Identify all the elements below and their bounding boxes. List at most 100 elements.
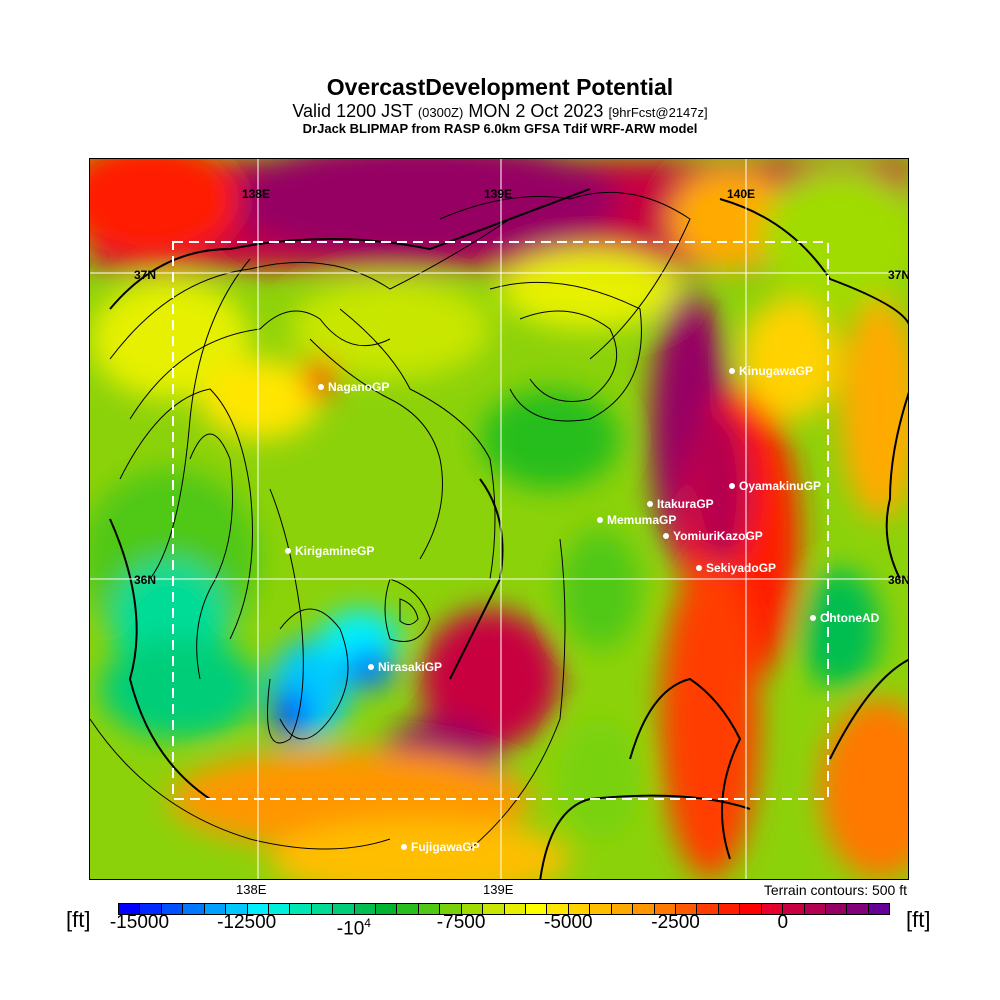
colorbar-segment [825, 904, 848, 914]
station-kirigamine[interactable]: KirigamineGP [285, 544, 374, 558]
station-marker-icon [810, 615, 816, 621]
station-label: NaganoGP [328, 380, 390, 394]
colorbar-segment [119, 904, 141, 914]
lat-label-37n-right: 37N [888, 268, 909, 282]
station-label: YomiuriKazoGP [673, 529, 763, 543]
terrain-contour-note: Terrain contours: 500 ft [763, 882, 907, 898]
lon-label-138e: 138E [242, 187, 271, 201]
lon-label-140e: 140E [727, 187, 756, 201]
terrain-contours [90, 188, 908, 879]
bottom-lon-label-138e: 138E [236, 882, 267, 897]
station-oyamakinu[interactable]: OyamakinuGP [729, 479, 821, 493]
station-label: NirasakiGP [378, 660, 443, 674]
forecast-map: 138E 139E 140E 37N 37N 36N 36N NaganoGP … [89, 158, 909, 880]
lat-label-37n-left: 37N [134, 268, 157, 282]
colorbar-tick-label: -5000 [544, 912, 593, 933]
station-nagano[interactable]: NaganoGP [318, 380, 389, 394]
station-memuma[interactable]: MemumaGP [597, 513, 676, 527]
colorbar-segment [740, 904, 762, 914]
forecast-info: [9hrFcst@2147z] [608, 105, 708, 120]
colorbar-segment [397, 904, 419, 914]
lat-lon-grid [90, 159, 908, 879]
lat-label-36n-right: 36N [888, 573, 909, 587]
colorbar-segment [226, 904, 248, 914]
valid-time: Valid 1200 JST (0300Z) MON 2 Oct 2023 [9… [0, 101, 1000, 122]
station-label: KinugawaGP [739, 364, 814, 378]
map-title: OvercastDevelopment Potential [326, 74, 674, 100]
colorbar-segment [461, 904, 484, 914]
colorbar-segment [718, 904, 741, 914]
colorbar-segment [868, 904, 890, 914]
station-marker-icon [597, 517, 603, 523]
colorbar-segment [333, 904, 355, 914]
colorbar-segment [354, 904, 377, 914]
colorbar-tick-label: -15000 [109, 912, 170, 933]
lon-label-139e: 139E [484, 187, 513, 201]
valid-time-utc: (0300Z) [417, 105, 464, 120]
colorbar-segment [783, 904, 805, 914]
lat-label-36n-left: 36N [134, 573, 157, 587]
station-marker-icon [401, 844, 407, 850]
station-marker-icon [729, 368, 735, 374]
inner-domain-box [172, 241, 829, 800]
colorbar-segment [268, 904, 291, 914]
station-fujigawa[interactable]: FujigawaGP [401, 840, 480, 854]
colorbar-segment [654, 904, 676, 914]
colorbar-segment [140, 904, 162, 914]
station-ohtone[interactable]: OhtoneAD [810, 611, 879, 625]
colorbar-segment [847, 904, 869, 914]
colorbar-segment [547, 904, 569, 914]
station-marker-icon [368, 664, 374, 670]
colorbar-segment [440, 904, 462, 914]
station-label: OhtoneAD [820, 611, 880, 625]
valid-date: MON 2 Oct 2023 [468, 101, 604, 121]
colorbar-tick-label: -104 [336, 916, 371, 940]
bottom-lon-label-139e: 139E [483, 882, 514, 897]
station-sekiyado[interactable]: SekiyadoGP [696, 561, 776, 575]
colorbar-unit-right: [ft] [906, 907, 931, 932]
colorbar-segment [290, 904, 312, 914]
station-marker-icon [663, 533, 669, 539]
colorbar-tick-label: -2500 [651, 912, 700, 933]
colorbar-tick-label: -7500 [436, 912, 486, 933]
station-kinugawa[interactable]: KinugawaGP [729, 364, 813, 378]
field-shading [90, 159, 908, 879]
station-label: SekiyadoGP [706, 561, 777, 575]
colorbar-segment [376, 904, 398, 914]
station-marker-icon [318, 384, 324, 390]
colorbar-segment [611, 904, 634, 914]
colorbar-segment [590, 904, 612, 914]
station-yomiurikazo[interactable]: YomiuriKazoGP [663, 529, 763, 543]
station-label: FujigawaGP [411, 840, 480, 854]
colorbar-segment [504, 904, 527, 914]
colorbar-segment [247, 904, 269, 914]
colorbar-segment [568, 904, 591, 914]
colorbar [118, 903, 890, 915]
valid-time-local: Valid 1200 JST [292, 101, 413, 121]
station-label: OyamakinuGP [739, 479, 822, 493]
station-marker-icon [696, 565, 702, 571]
colorbar-segment [161, 904, 184, 914]
colorbar-segment [675, 904, 698, 914]
station-nirasaki[interactable]: NirasakiGP [368, 660, 442, 674]
station-label: KirigamineGP [295, 544, 375, 558]
station-itakura[interactable]: ItakuraGP [647, 497, 714, 511]
colorbar-segment [311, 904, 334, 914]
model-source: DrJack BLIPMAP from RASP 6.0km GFSA Tdif… [302, 121, 698, 136]
colorbar-segment [761, 904, 784, 914]
colorbar-segment [633, 904, 655, 914]
colorbar-tick-label: -12500 [217, 912, 277, 933]
station-marker-icon [729, 483, 735, 489]
colorbar-tick-label: 0 [777, 912, 789, 933]
station-label: ItakuraGP [657, 497, 714, 511]
station-marker-icon [647, 501, 653, 507]
colorbar-segment [526, 904, 548, 914]
station-label: MemumaGP [607, 513, 677, 527]
colorbar-segment [183, 904, 205, 914]
colorbar-unit-left: [ft] [66, 907, 91, 932]
station-marker-icon [285, 548, 291, 554]
colorbar-segment [204, 904, 227, 914]
colorbar-segment [483, 904, 505, 914]
colorbar-segment [804, 904, 826, 914]
colorbar-segment [418, 904, 441, 914]
